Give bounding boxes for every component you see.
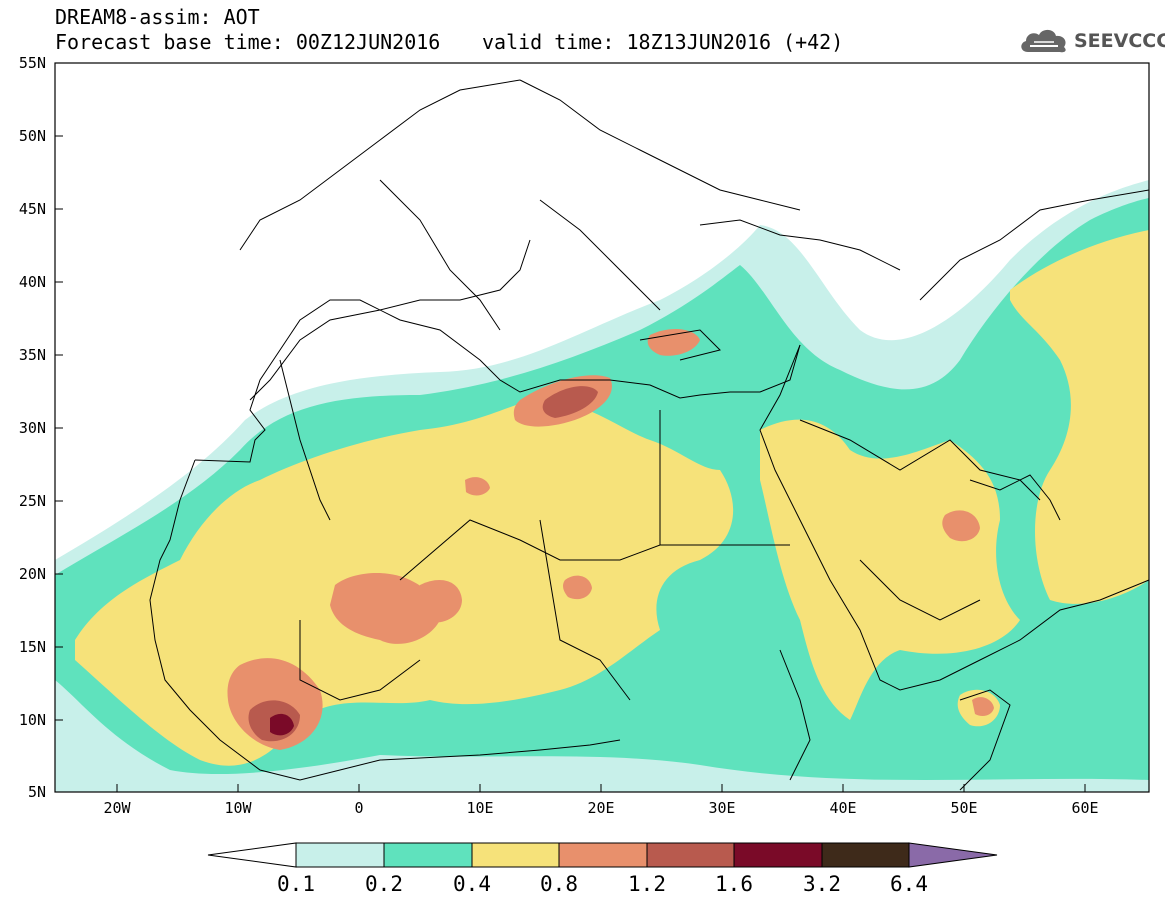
- colorbar-tick-label: 1.2: [628, 872, 666, 896]
- colorbar-arrow-low: [207, 842, 297, 868]
- lat-tick-label: 25N: [18, 492, 46, 510]
- lat-tick-label: 20N: [18, 565, 46, 583]
- colorbar-tick-label: 3.2: [803, 872, 841, 896]
- lon-tick-label: 10W: [224, 799, 252, 817]
- lon-tick-label: 0: [354, 799, 364, 817]
- logo-text: SEEVCCC: [1074, 30, 1165, 52]
- lon-tick-label: 10E: [466, 799, 494, 817]
- lon-tick-label: 30E: [708, 799, 736, 817]
- lon-tick-label: 20W: [103, 799, 131, 817]
- valid-time: valid time: 18Z13JUN2016 (+42): [482, 30, 844, 54]
- colorbar-tick-label: 0.8: [540, 872, 578, 896]
- colorbar-segment: [383, 842, 473, 868]
- lat-tick-label: 30N: [18, 419, 46, 437]
- colorbar-segment: [821, 842, 910, 868]
- colorbar-tick-label: 1.6: [715, 872, 753, 896]
- cloud-icon: [1021, 29, 1066, 53]
- lat-tick-label: 50N: [18, 127, 46, 145]
- colorbar: [207, 842, 998, 868]
- coastlines: [149, 79, 1150, 791]
- colorbar-tick-label: 0.1: [277, 872, 315, 896]
- lat-tick-label: 40N: [18, 273, 46, 291]
- seevccc-logo: SEEVCCC: [1018, 26, 1165, 56]
- colorbar-segment: [733, 842, 823, 868]
- forecast-base-time: Forecast base time: 00Z12JUN2016: [55, 30, 441, 54]
- colorbar-tick-label: 6.4: [890, 872, 928, 896]
- colorbar-arrow-high: [908, 842, 998, 868]
- colorbar-segment: [295, 842, 385, 868]
- lon-tick-label: 50E: [950, 799, 978, 817]
- colorbar-segment: [558, 842, 648, 868]
- colorbar-tick-label: 0.4: [453, 872, 491, 896]
- lat-tick-label: 5N: [27, 783, 46, 801]
- lat-tick-label: 35N: [18, 346, 46, 364]
- colorbar-tick-label: 0.2: [365, 872, 403, 896]
- lat-tick-label: 10N: [18, 711, 46, 729]
- lon-tick-label: 20E: [587, 799, 615, 817]
- lon-tick-label: 60E: [1071, 799, 1099, 817]
- lat-tick-label: 55N: [18, 54, 46, 72]
- axis-ticks: [55, 62, 1086, 792]
- lon-tick-label: 40E: [829, 799, 857, 817]
- lat-tick-label: 15N: [18, 638, 46, 656]
- colorbar-segment: [646, 842, 735, 868]
- map-title: DREAM8-assim: AOT: [55, 5, 260, 29]
- aot-field: [55, 180, 1149, 792]
- colorbar-segment: [471, 842, 560, 868]
- lat-tick-label: 45N: [18, 200, 46, 218]
